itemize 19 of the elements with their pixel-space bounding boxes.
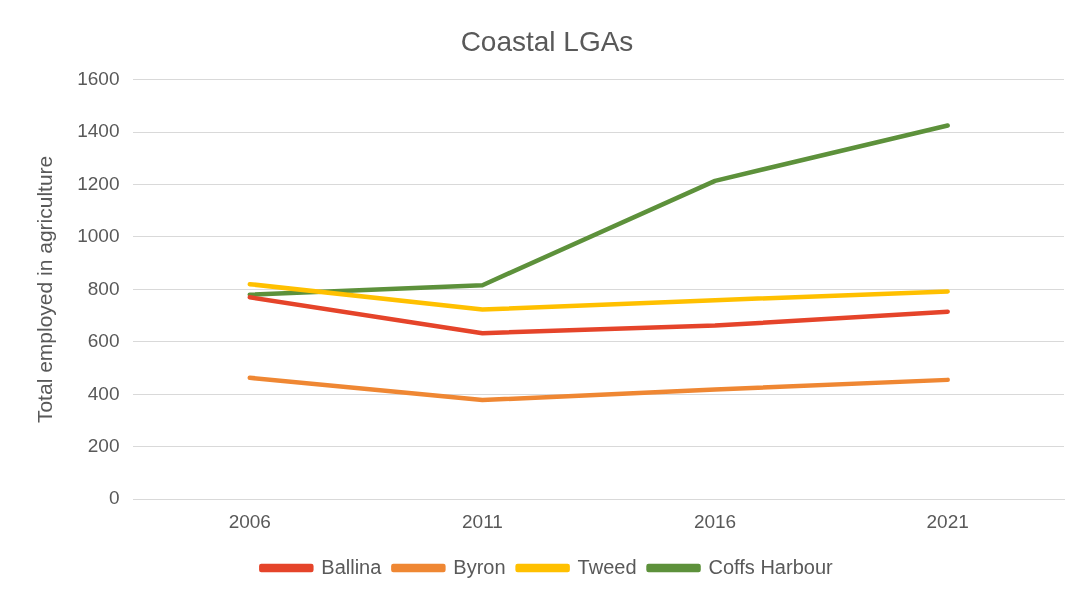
x-tick-label: 2021 [926,510,969,532]
y-tick-label: 1000 [77,225,120,247]
y-tick-label: 800 [87,277,120,299]
y-axis-title: Total employed in agriculture [33,155,57,424]
y-tick-label: 1600 [77,67,120,89]
y-tick-label: 0 [108,487,120,509]
chart-title: Coastal LGAs [460,25,634,57]
y-tick-label: 200 [87,434,120,456]
y-tick-label: 1200 [77,172,120,194]
y-tick-label: 1400 [77,120,120,142]
x-tick-label: 2006 [228,510,271,532]
legend-label: Byron [453,555,506,578]
legend-label: Tweed [577,555,637,578]
legend-label: Coffs Harbour [708,555,834,578]
legend-label: Ballina [321,555,383,578]
y-tick-label: 600 [87,330,120,352]
x-tick-label: 2011 [461,510,503,532]
x-tick-label: 2016 [693,510,737,532]
y-tick-label: 400 [87,382,120,404]
